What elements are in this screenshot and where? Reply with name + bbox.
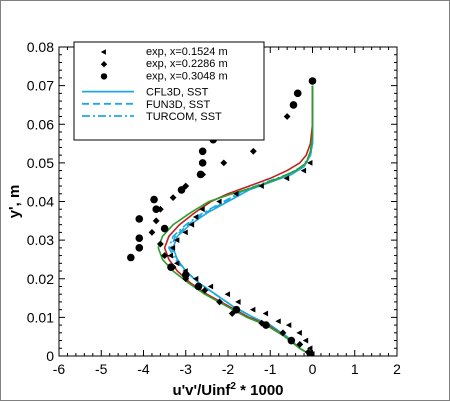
data-point-triangle-left xyxy=(173,237,180,244)
data-point-triangle-left xyxy=(235,299,241,305)
data-point-triangle-left xyxy=(192,214,199,220)
data-point-triangle-left xyxy=(233,190,239,197)
data-point-circle xyxy=(289,101,298,109)
data-point-circle xyxy=(194,282,203,291)
legend-label: exp, x=0.2286 m xyxy=(146,58,228,70)
y-tick-label: 0.04 xyxy=(27,194,54,210)
data-point-diamond xyxy=(220,159,228,167)
data-point-circle xyxy=(287,336,296,345)
x-tick-label: 1 xyxy=(351,361,359,377)
series-line-5 xyxy=(157,85,314,356)
y-tick-label: 0.08 xyxy=(27,39,54,55)
data-point-triangle-left xyxy=(169,244,176,251)
data-point-diamond xyxy=(296,341,304,348)
y-tick-label: 0.06 xyxy=(27,116,54,132)
x-tick-label: 0 xyxy=(309,361,317,377)
data-point-diamond xyxy=(152,217,160,225)
y-tick-label: 0.03 xyxy=(27,232,54,248)
data-point-triangle-left xyxy=(224,291,231,298)
x-tick-label: -3 xyxy=(180,361,193,377)
legend-label: exp, x=0.3048 m xyxy=(146,70,228,82)
data-point-circle xyxy=(308,77,317,85)
data-point-diamond xyxy=(161,252,169,259)
legend-label: FUN3D, SST xyxy=(146,99,210,111)
x-tick-label: -2 xyxy=(222,361,235,377)
x-axis-title: u'v'/Uinf2 * 1000 xyxy=(172,381,283,399)
data-point-triangle-left xyxy=(192,275,199,282)
y-axis-title: y', m xyxy=(6,185,23,219)
data-point-circle xyxy=(293,89,302,98)
data-point-triangle-left xyxy=(216,198,222,205)
data-point-diamond xyxy=(283,113,291,120)
x-tick-label: -6 xyxy=(53,361,66,377)
data-point-triangle-left xyxy=(306,159,313,166)
data-point-diamond xyxy=(148,229,156,236)
legend-marker-diamond xyxy=(100,61,108,68)
data-point-circle xyxy=(127,253,135,262)
data-point-circle xyxy=(167,263,175,271)
x-tick-label: 2 xyxy=(393,361,401,377)
data-point-triangle-left xyxy=(249,306,256,313)
data-point-triangle-left xyxy=(302,337,309,344)
legend-marker-triangle-left xyxy=(100,49,106,55)
data-point-triangle-left xyxy=(306,345,313,352)
data-point-triangle-left xyxy=(199,206,205,213)
data-point-circle xyxy=(262,321,270,329)
y-tick-label: 0.02 xyxy=(27,271,54,287)
data-point-diamond xyxy=(182,275,190,283)
data-point-diamond xyxy=(216,298,223,306)
axes: -6 -5 -4 -3 -2 -1 0 1 2 0 0.01 0.02 0.03 0.04 0.05 0.06… xyxy=(27,39,401,377)
x-tick-label: -5 xyxy=(95,361,108,377)
y-tick-label: 0.01 xyxy=(27,309,54,325)
data-point-triangle-left xyxy=(258,183,264,189)
data-point-diamond xyxy=(169,194,177,202)
x-tick-label: -4 xyxy=(137,361,150,377)
legend-label: CFL3D, SST xyxy=(146,87,209,99)
y-tick-label: 0.07 xyxy=(27,78,54,94)
data-point-circle xyxy=(196,170,205,179)
data-point-triangle-left xyxy=(167,252,174,259)
data-point-circle xyxy=(198,147,207,156)
data-point-circle xyxy=(232,305,241,314)
data-point-triangle-left xyxy=(188,221,195,228)
legend-marker-circle xyxy=(100,73,108,80)
data-point-circle xyxy=(135,215,144,223)
data-point-diamond xyxy=(201,286,209,294)
data-point-triangle-left xyxy=(262,310,269,317)
data-point-triangle-left xyxy=(296,329,302,336)
data-point-triangle-left xyxy=(207,283,214,290)
data-point-triangle-left xyxy=(182,229,188,236)
data-point-triangle-left xyxy=(285,322,292,328)
data-point-triangle-left xyxy=(173,260,180,267)
data-point-diamond xyxy=(279,329,287,337)
data-point-circle xyxy=(152,205,160,214)
data-point-triangle-left xyxy=(275,318,281,325)
y-tick-label: 0.05 xyxy=(27,155,54,171)
data-point-circle xyxy=(306,350,315,356)
data-point-circle xyxy=(150,195,158,204)
series-line-3 xyxy=(168,85,314,356)
legend-label: exp, x=0.1524 m xyxy=(146,46,228,58)
data-point-diamond xyxy=(249,147,257,155)
y-tick-label: 0 xyxy=(46,348,54,364)
data-point-diamond xyxy=(157,240,164,248)
data-point-circle xyxy=(135,244,144,252)
x-tick-label: -1 xyxy=(264,361,277,377)
data-point-circle xyxy=(160,224,169,233)
data-point-circle xyxy=(198,159,207,167)
data-point-circle xyxy=(135,234,144,242)
data-point-triangle-left xyxy=(283,175,290,182)
legend-label: TURCOM, SST xyxy=(146,111,222,123)
data-point-triangle-left xyxy=(300,167,307,174)
data-point-circle xyxy=(181,271,190,279)
data-point-circle xyxy=(177,186,186,194)
